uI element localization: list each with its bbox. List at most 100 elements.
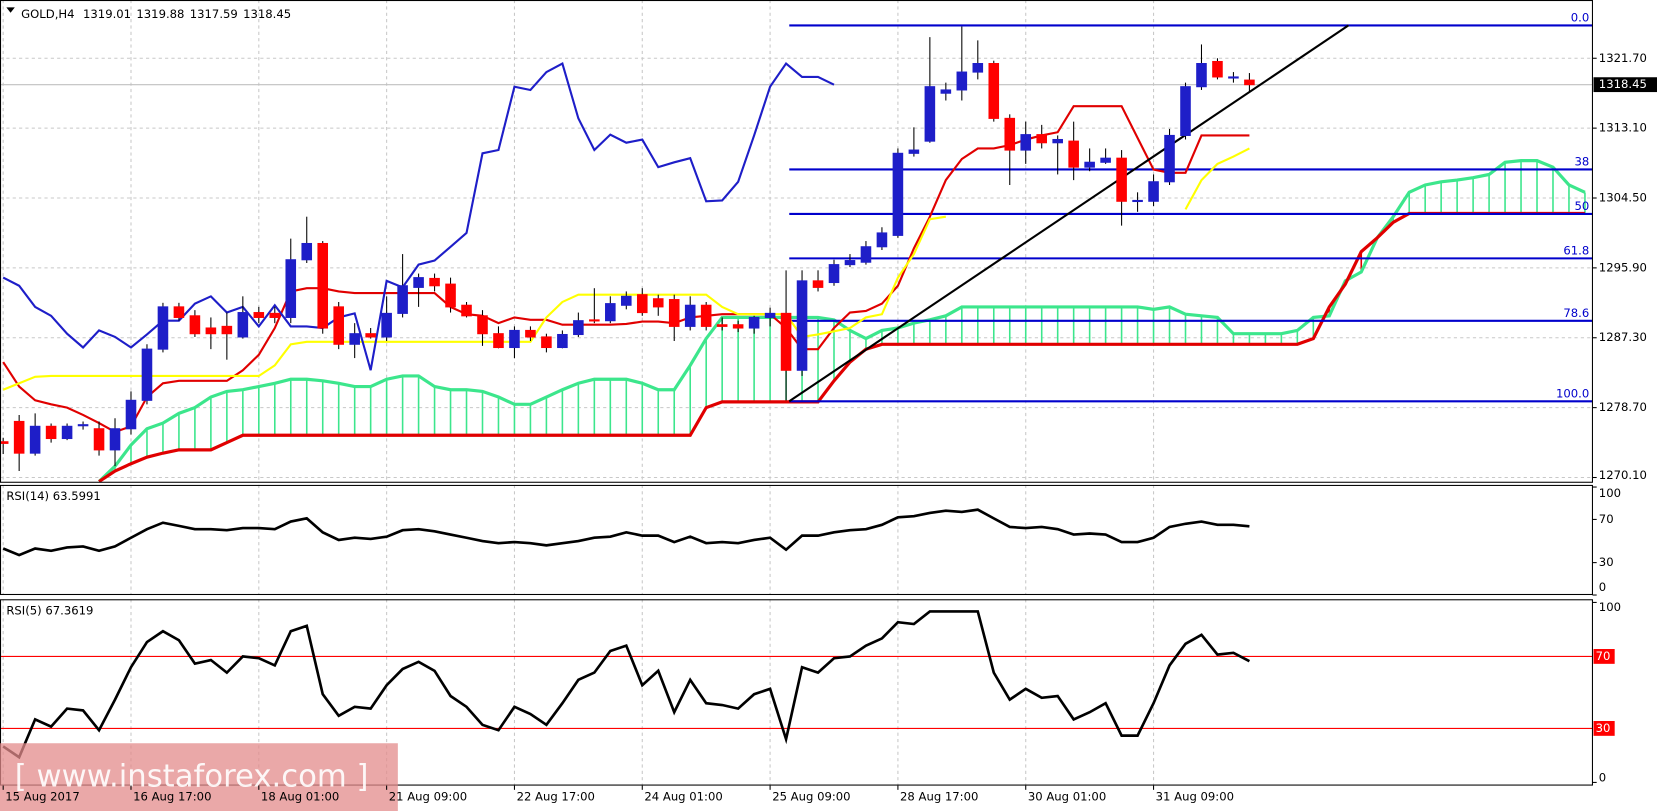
y-tick-label: 100 bbox=[1599, 486, 1621, 500]
header-high: 1319.88 bbox=[136, 6, 184, 20]
candle-body bbox=[381, 312, 392, 338]
menu-triangle bbox=[6, 7, 15, 13]
candle-body bbox=[924, 86, 936, 142]
x-tick-label: 24 Aug 01:00 bbox=[644, 790, 722, 804]
candle-body bbox=[1052, 138, 1063, 144]
candle-body bbox=[93, 428, 105, 451]
header: GOLD,H4 1319.01 1319.88 1317.59 1318.45 bbox=[21, 6, 291, 20]
rsi-line bbox=[2, 508, 1250, 557]
cloud-span-b bbox=[98, 211, 1585, 483]
fib-label: 0.0 bbox=[1571, 11, 1589, 25]
x-tick-label: 21 Aug 09:00 bbox=[389, 790, 467, 804]
candle-body bbox=[45, 425, 57, 440]
candle-body bbox=[333, 306, 344, 345]
candle-body bbox=[972, 63, 984, 73]
candle-body bbox=[1180, 86, 1191, 136]
rsi14-title: RSI(14) 63.5991 bbox=[6, 489, 100, 503]
panel-border bbox=[0, 0, 1593, 483]
header-close: 1318.45 bbox=[243, 6, 291, 20]
candle-body bbox=[445, 283, 456, 308]
level-label: 70 bbox=[1596, 649, 1611, 663]
candle-body bbox=[892, 152, 904, 236]
rsi-plot bbox=[2, 508, 1250, 557]
candle-body bbox=[1212, 60, 1223, 78]
x-tick-label: 30 Aug 01:00 bbox=[1028, 790, 1106, 804]
y-tick-label: 1304.50 bbox=[1599, 191, 1647, 205]
candle-body bbox=[748, 316, 760, 329]
y-tick-label: 1278.70 bbox=[1599, 400, 1647, 414]
candle-body bbox=[253, 312, 265, 318]
candle-body bbox=[573, 320, 584, 336]
candle-body bbox=[636, 294, 648, 314]
candle-body bbox=[876, 232, 888, 248]
candle-body bbox=[541, 336, 552, 349]
y-tick-label: 1313.10 bbox=[1599, 121, 1647, 135]
y-tick-label: 100 bbox=[1599, 600, 1621, 614]
rsi-plot bbox=[0, 610, 1593, 760]
candle-body bbox=[684, 304, 696, 327]
y-tick-label: 70 bbox=[1599, 512, 1614, 526]
candle-body bbox=[61, 425, 73, 440]
candle-body bbox=[860, 246, 872, 263]
rsi5-title: RSI(5) 67.3619 bbox=[6, 603, 93, 617]
candle-body bbox=[317, 242, 329, 329]
candle-body bbox=[780, 312, 792, 371]
candle-body bbox=[13, 420, 25, 454]
candle-body bbox=[477, 315, 488, 335]
candle-body bbox=[605, 303, 616, 322]
candle-body bbox=[189, 315, 201, 335]
fib-label: 50 bbox=[1574, 199, 1589, 213]
candle-body bbox=[828, 264, 840, 284]
candle-body bbox=[301, 242, 313, 261]
candle-body bbox=[1148, 181, 1159, 202]
candle-body bbox=[285, 259, 297, 318]
candle-body bbox=[509, 329, 520, 349]
candle-body bbox=[349, 333, 360, 345]
candle-body bbox=[1164, 134, 1175, 183]
candle-body bbox=[173, 306, 185, 318]
candle-body bbox=[141, 348, 153, 401]
candle-body bbox=[732, 324, 744, 329]
x-tick-label: 16 Aug 17:00 bbox=[133, 790, 211, 804]
trendline bbox=[788, 24, 1350, 403]
symbol: GOLD,H4 bbox=[21, 6, 74, 20]
candle-body bbox=[668, 299, 680, 327]
plot-layer: 0.0 38 50 61.8 78.6 100.0 bbox=[0, 11, 1593, 760]
candle-body bbox=[844, 260, 856, 266]
candle-body bbox=[269, 312, 281, 318]
rsi-line bbox=[2, 610, 1251, 760]
y-tick-label: 1321.70 bbox=[1599, 51, 1647, 65]
cloud-span-a bbox=[97, 159, 1586, 483]
header-open: 1319.01 bbox=[83, 6, 131, 20]
candle-body bbox=[429, 277, 440, 287]
panel-border bbox=[0, 599, 1593, 786]
candle-body bbox=[157, 306, 169, 350]
candle-body bbox=[940, 89, 952, 94]
x-tick-label: 22 Aug 17:00 bbox=[517, 790, 595, 804]
candle-body bbox=[0, 441, 9, 444]
fib-label: 38 bbox=[1574, 154, 1589, 168]
candle-body bbox=[716, 324, 728, 327]
x-tick-label: 15 Aug 2017 bbox=[5, 790, 79, 804]
candle-body bbox=[908, 149, 920, 154]
candle-body bbox=[796, 280, 808, 371]
candle-body bbox=[461, 304, 472, 317]
candle-body bbox=[493, 333, 504, 349]
last-price-label: 1318.45 bbox=[1599, 77, 1647, 91]
time-layer: 15 Aug 2017 16 Aug 17:00 18 Aug 01:00 21 Au… bbox=[2, 785, 1234, 804]
x-tick-label: 25 Aug 09:00 bbox=[772, 790, 850, 804]
indicator-line bbox=[2, 61, 835, 371]
candle-body bbox=[557, 333, 568, 349]
candle-body bbox=[621, 295, 632, 306]
candle-body bbox=[956, 71, 968, 91]
candle-body bbox=[365, 333, 376, 338]
y-tick-label: 1287.30 bbox=[1599, 330, 1647, 344]
candle-body bbox=[1228, 76, 1239, 79]
candle-body bbox=[221, 325, 233, 335]
candle-body bbox=[1244, 79, 1255, 86]
candle-body bbox=[1196, 63, 1207, 88]
candle-body bbox=[205, 327, 217, 335]
candle-body bbox=[988, 63, 1000, 119]
level-box bbox=[1593, 649, 1615, 664]
main-plot: 0.0 38 50 61.8 78.6 100.0 bbox=[0, 11, 1593, 483]
